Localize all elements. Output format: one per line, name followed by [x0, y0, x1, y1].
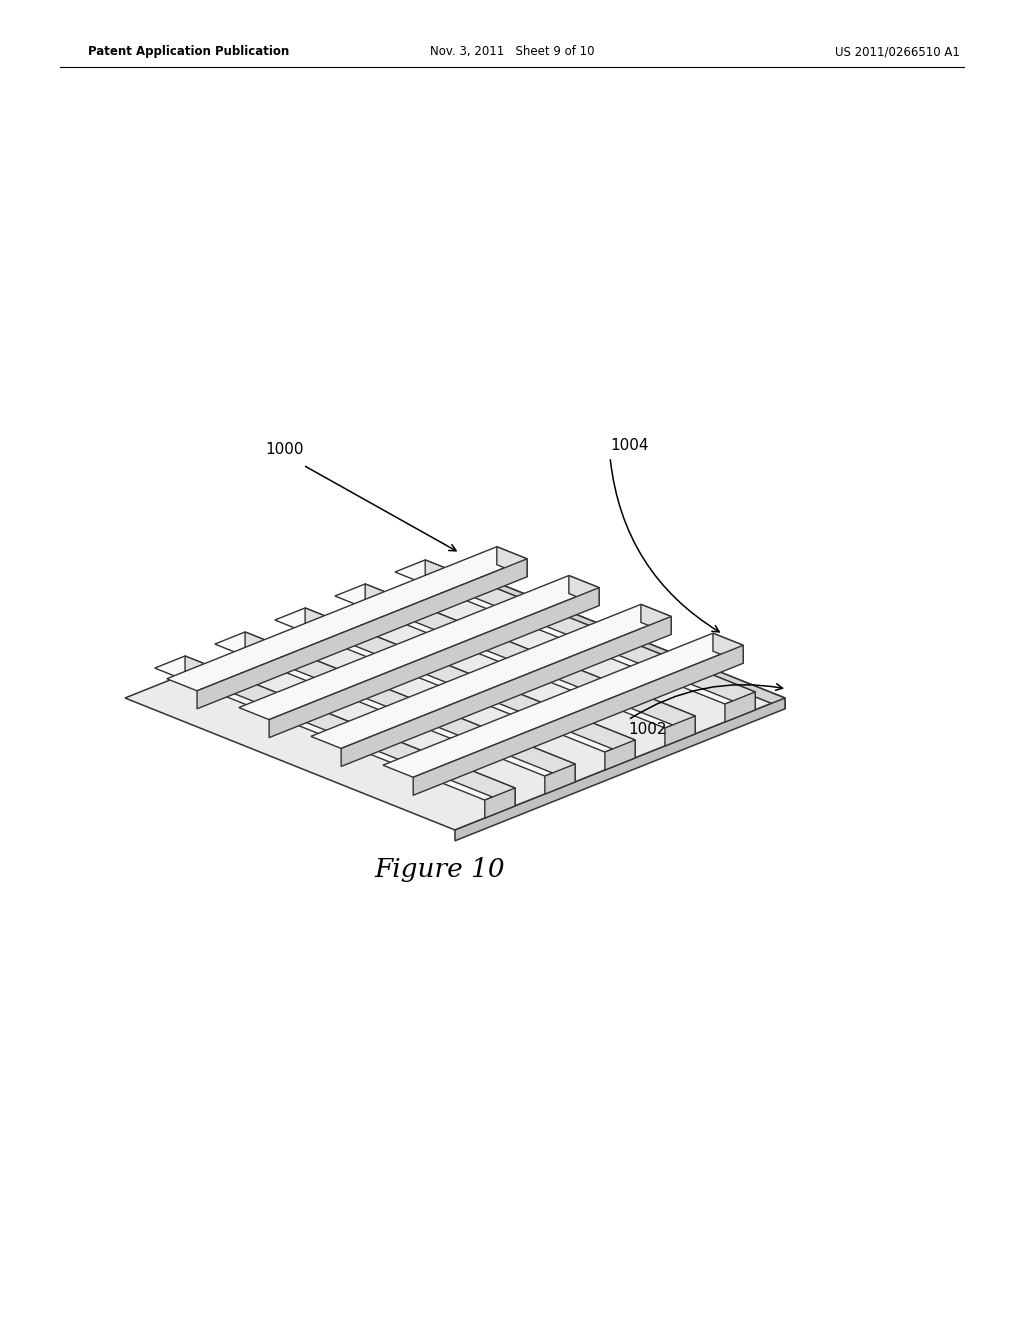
Polygon shape	[197, 558, 527, 709]
Text: 1004: 1004	[610, 437, 649, 453]
Polygon shape	[305, 609, 635, 758]
Polygon shape	[713, 634, 743, 663]
Text: 1002: 1002	[629, 722, 668, 738]
Text: Patent Application Publication: Patent Application Publication	[88, 45, 289, 58]
Polygon shape	[274, 609, 635, 752]
Polygon shape	[366, 583, 695, 734]
Polygon shape	[497, 546, 527, 577]
Polygon shape	[569, 576, 599, 606]
Text: Nov. 3, 2011   Sheet 9 of 10: Nov. 3, 2011 Sheet 9 of 10	[430, 45, 594, 58]
Polygon shape	[484, 788, 515, 818]
Text: 1000: 1000	[266, 442, 304, 458]
Polygon shape	[155, 656, 515, 800]
Polygon shape	[455, 566, 785, 709]
Polygon shape	[245, 632, 575, 781]
Polygon shape	[414, 645, 743, 795]
Polygon shape	[215, 632, 575, 776]
Polygon shape	[383, 634, 743, 777]
Polygon shape	[311, 605, 671, 748]
Polygon shape	[425, 560, 756, 710]
Polygon shape	[335, 583, 695, 729]
Polygon shape	[605, 741, 635, 770]
Polygon shape	[239, 576, 599, 719]
Polygon shape	[395, 560, 756, 704]
Polygon shape	[545, 764, 575, 795]
Polygon shape	[641, 605, 671, 635]
Polygon shape	[167, 546, 527, 690]
Polygon shape	[341, 616, 671, 767]
Text: US 2011/0266510 A1: US 2011/0266510 A1	[836, 45, 961, 58]
Text: Figure 10: Figure 10	[375, 858, 505, 883]
Polygon shape	[125, 566, 785, 830]
Polygon shape	[185, 656, 515, 807]
Polygon shape	[269, 587, 599, 738]
Polygon shape	[455, 698, 785, 841]
Polygon shape	[665, 715, 695, 746]
Polygon shape	[725, 692, 756, 722]
